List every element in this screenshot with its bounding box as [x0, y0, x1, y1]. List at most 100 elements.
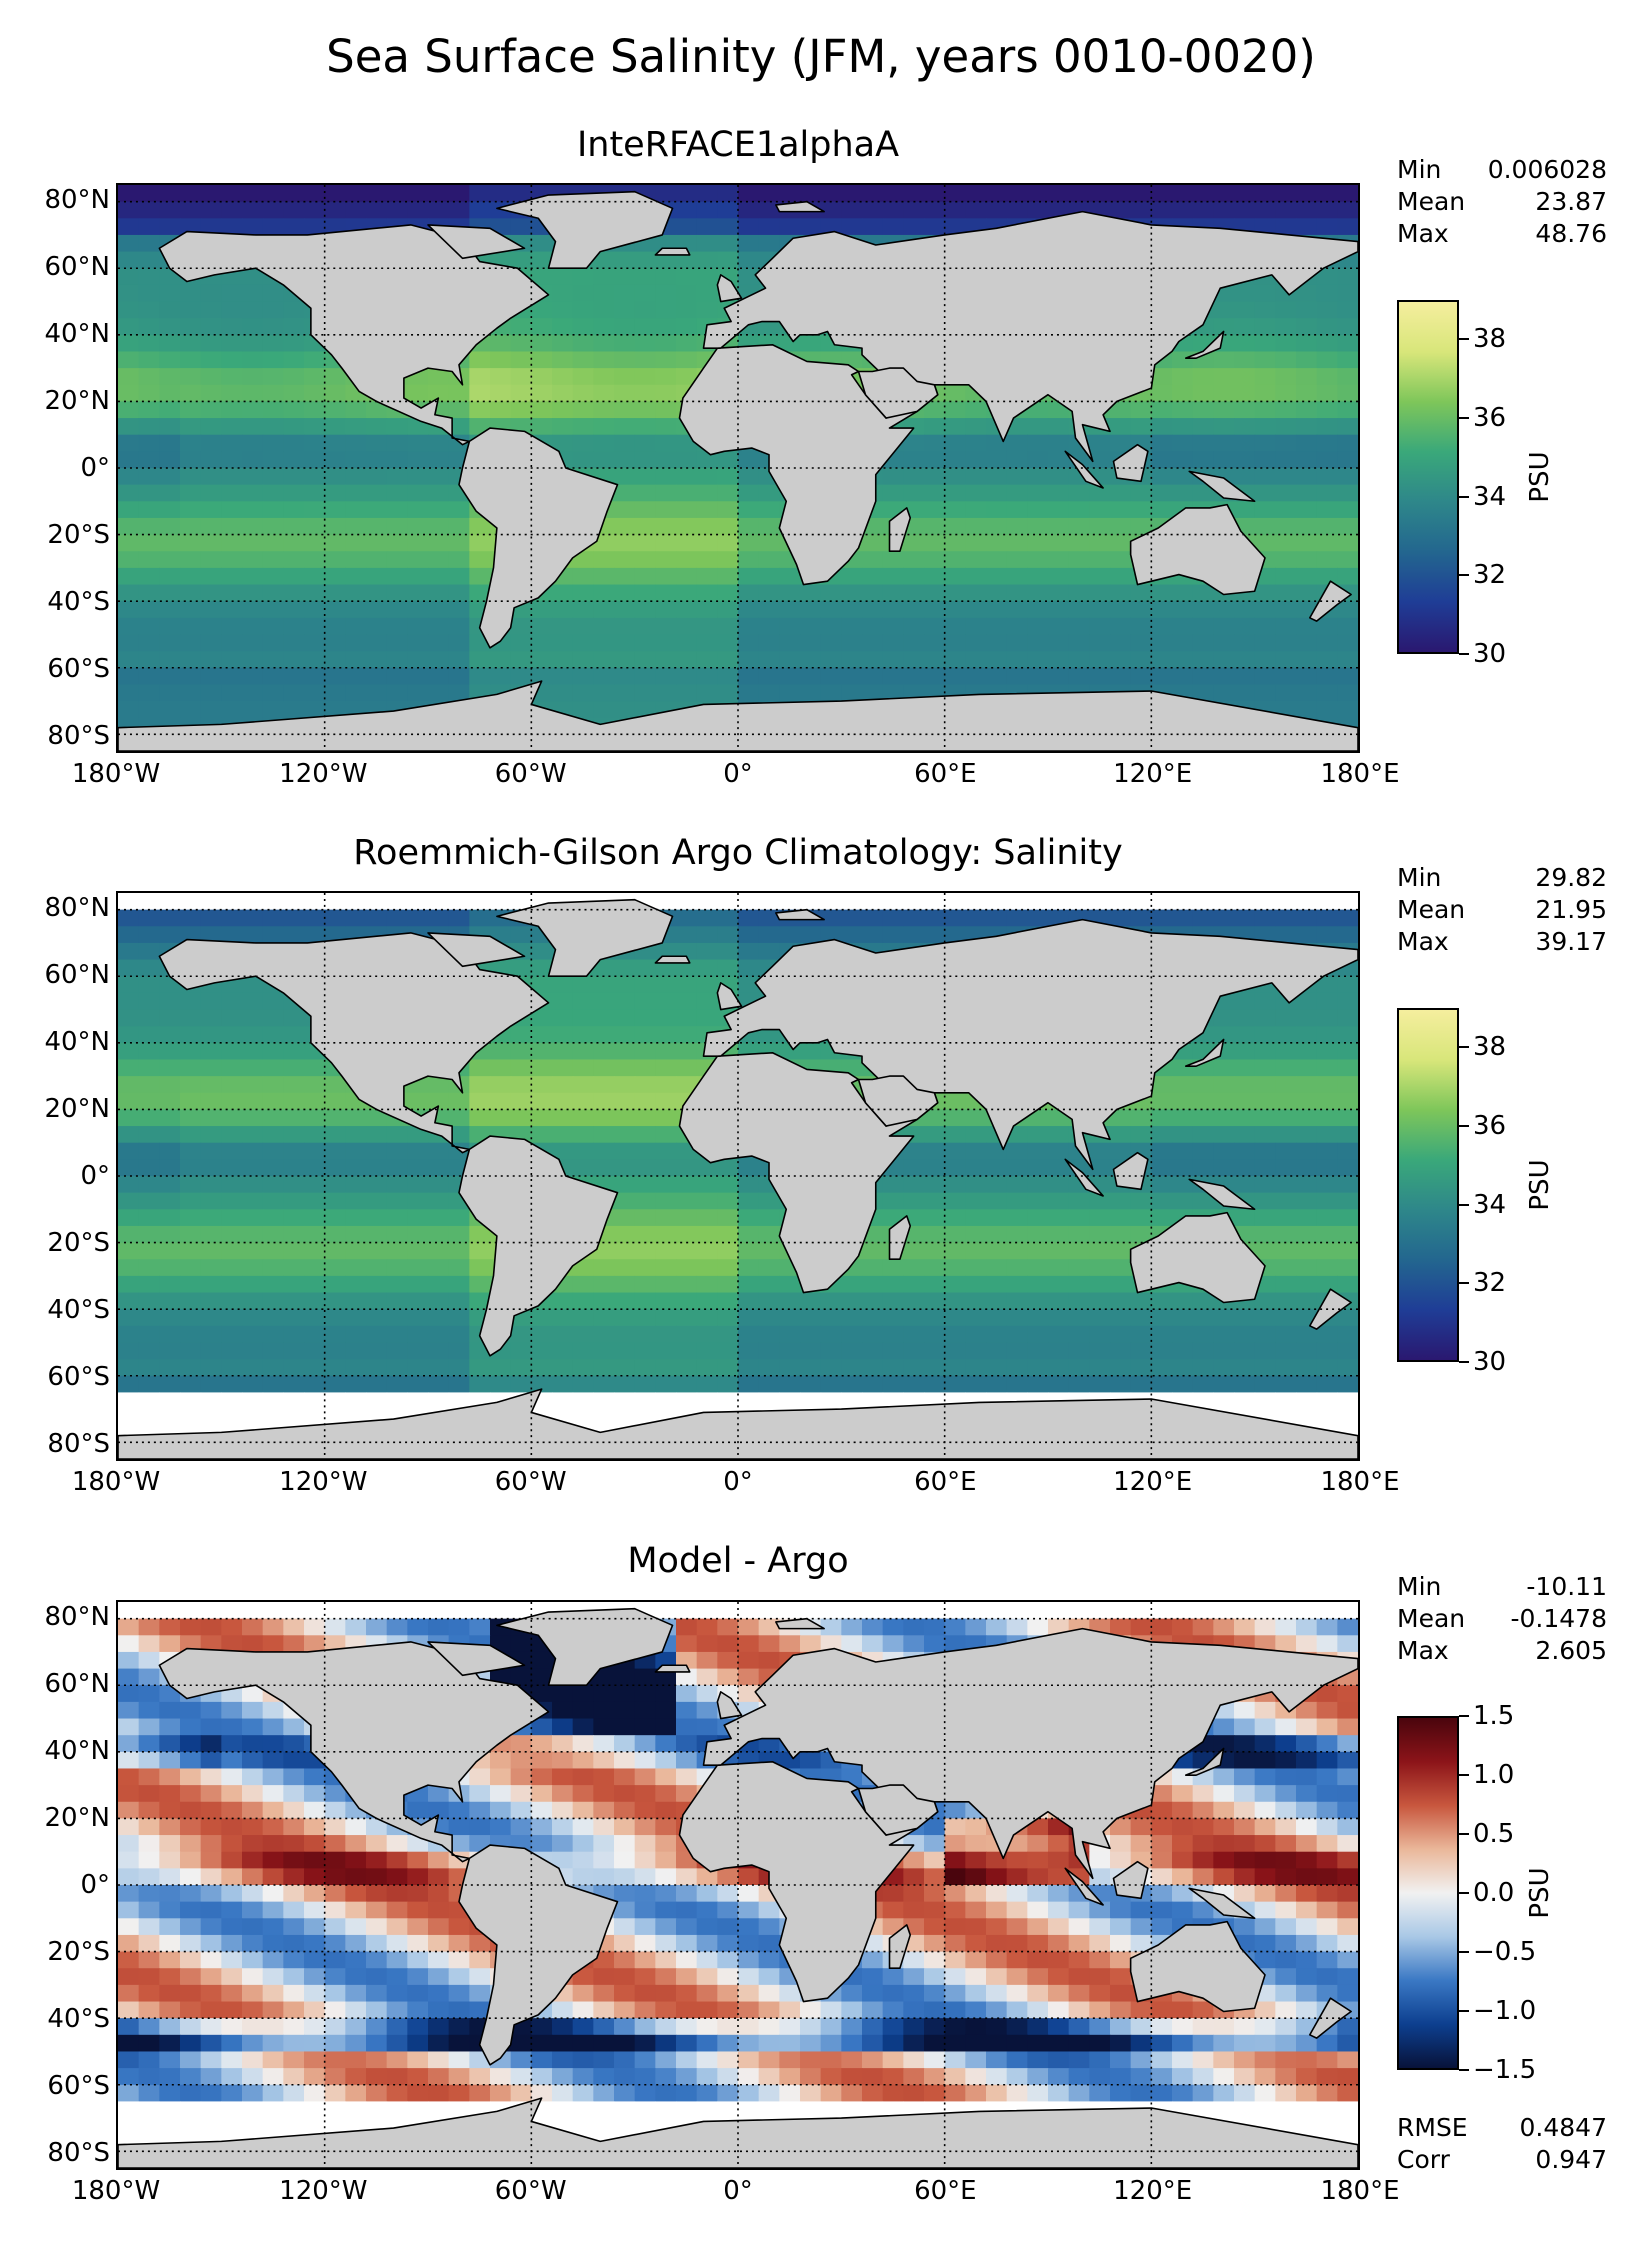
- field-cell: [1316, 1275, 1338, 1294]
- field-cell: [180, 1618, 202, 1636]
- field-cell: [1172, 584, 1194, 602]
- field-cell: [262, 1042, 284, 1061]
- field-cell: [366, 517, 388, 536]
- field-cell: [283, 617, 305, 636]
- field-cell: [1275, 1735, 1297, 1753]
- field-cell: [180, 534, 202, 552]
- field-cell: [510, 334, 532, 353]
- field-cell: [469, 1292, 491, 1310]
- field-cell: [221, 1259, 243, 1277]
- field-cell: [676, 976, 698, 994]
- field-cell: [407, 1159, 429, 1177]
- field-cell: [717, 1342, 739, 1360]
- field-cell: [138, 501, 160, 519]
- field-cell: [221, 1292, 243, 1310]
- field-cell: [200, 684, 222, 702]
- field-cell: [1027, 517, 1049, 536]
- field-cell: [304, 1801, 326, 1820]
- field-cell: [159, 401, 181, 419]
- field-cell: [283, 1159, 305, 1177]
- field-cell: [800, 584, 822, 602]
- field-cell: [407, 185, 429, 203]
- field-cell: [1027, 1259, 1049, 1277]
- field-cell: [180, 368, 202, 386]
- field-cell: [1027, 1176, 1049, 1194]
- field-cell: [552, 1785, 574, 1803]
- field-cell: [676, 1751, 698, 1770]
- field-cell: [138, 1042, 160, 1061]
- field-cell: [738, 551, 760, 569]
- field-cell: [965, 617, 987, 636]
- field-cell: [1151, 601, 1173, 619]
- field-cell: [965, 401, 987, 419]
- field-cell: [738, 601, 760, 619]
- field-cell: [1234, 1751, 1256, 1770]
- field-cell: [407, 584, 429, 602]
- field-cell: [221, 601, 243, 619]
- field-cell: [221, 1225, 243, 1244]
- field-cell: [738, 1342, 760, 1360]
- field-cell: [345, 1142, 367, 1160]
- field-cell: [593, 1242, 615, 1260]
- field-cell: [345, 201, 367, 219]
- field-cell: [262, 351, 284, 369]
- field-cell: [1275, 534, 1297, 552]
- field-cell: [1234, 1159, 1256, 1177]
- land-japan: [1184, 1038, 1225, 1067]
- field-cell: [1027, 1618, 1049, 1636]
- field-cell: [1275, 1275, 1297, 1294]
- field-cell: [758, 1292, 780, 1310]
- field-cell: [1254, 1242, 1276, 1260]
- field-cell: [1006, 484, 1028, 502]
- field-cell: [138, 992, 160, 1011]
- field-cell: [924, 484, 946, 502]
- field-cell: [407, 634, 429, 652]
- field-cell: [1068, 1375, 1090, 1394]
- field-cell: [469, 1602, 491, 1620]
- field-cell: [614, 1409, 636, 1427]
- field-cell: [820, 1342, 842, 1360]
- field-cell: [1130, 634, 1152, 652]
- field-cell: [1192, 1325, 1214, 1344]
- field-cell: [324, 418, 346, 436]
- field-cell: [448, 1259, 470, 1277]
- field-cell: [324, 634, 346, 652]
- field-cell: [800, 926, 822, 944]
- field-cell: [200, 893, 222, 911]
- field-cell: [283, 667, 305, 686]
- field-cell: [386, 1292, 408, 1310]
- field-cell: [221, 368, 243, 386]
- field-cell: [696, 942, 718, 961]
- field-cell: [986, 1375, 1008, 1394]
- field-cell: [448, 501, 470, 519]
- field-cell: [428, 667, 450, 686]
- field-cell: [428, 1309, 450, 1327]
- field-cell: [634, 1042, 656, 1061]
- field-cell: [717, 959, 739, 977]
- field-cell: [345, 567, 367, 586]
- field-cell: [572, 1785, 594, 1803]
- field-cell: [386, 1192, 408, 1210]
- field-cell: [1192, 368, 1214, 386]
- field-cell: [779, 1309, 801, 1327]
- field-cell: [324, 1392, 346, 1410]
- field-cell: [1234, 318, 1256, 336]
- field-cell: [862, 1392, 884, 1410]
- field-cell: [448, 651, 470, 669]
- field-cell: [448, 517, 470, 536]
- field-cell: [262, 284, 284, 303]
- field-cell: [448, 534, 470, 552]
- field-cell: [1006, 534, 1028, 552]
- field-cell: [242, 1059, 264, 1077]
- field-cell: [366, 1225, 388, 1244]
- field-cell: [366, 534, 388, 552]
- field-cell: [944, 1801, 966, 1820]
- field-cell: [510, 185, 532, 203]
- field-cell: [862, 567, 884, 586]
- field-cell: [469, 201, 491, 219]
- field-cell: [820, 1392, 842, 1410]
- field-cell: [510, 1801, 532, 1820]
- field-cell: [1089, 1159, 1111, 1177]
- field-cell: [552, 1342, 574, 1360]
- field-cell: [1254, 368, 1276, 386]
